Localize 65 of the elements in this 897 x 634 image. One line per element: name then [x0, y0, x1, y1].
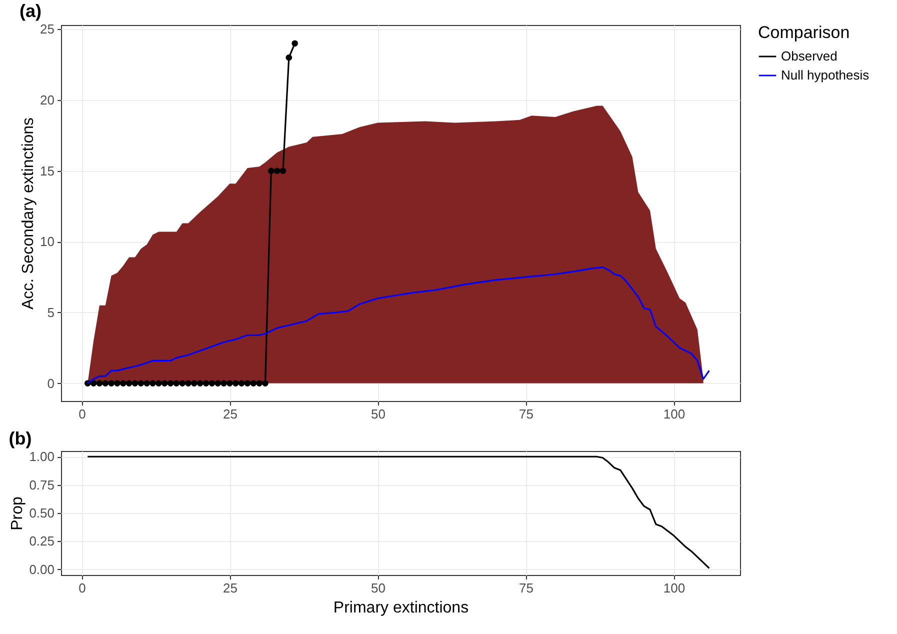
point — [90, 380, 97, 386]
point — [196, 380, 204, 386]
legend-title: Comparison — [758, 23, 850, 42]
x-tick-label: 0 — [78, 580, 86, 596]
point — [185, 380, 192, 386]
point — [256, 380, 262, 386]
legend-label: Observed — [781, 48, 838, 64]
point — [238, 380, 245, 386]
point — [268, 168, 274, 174]
y-tick-label: 0.25 — [29, 534, 54, 549]
point — [250, 380, 257, 386]
point — [286, 54, 292, 61]
point — [173, 380, 180, 386]
y-axis-title: Prop — [9, 496, 26, 530]
point — [132, 380, 138, 386]
point — [120, 380, 126, 386]
point — [214, 380, 222, 386]
point — [167, 380, 174, 386]
y-tick-label: 1.00 — [29, 449, 54, 464]
x-tick-label: 100 — [663, 580, 686, 596]
legend-label: Null hypothesis — [781, 68, 870, 82]
point — [292, 40, 298, 47]
point — [202, 380, 210, 386]
point — [232, 380, 239, 386]
line-series — [86, 456, 710, 570]
y-tick-label: 15 — [40, 163, 54, 178]
point — [102, 380, 109, 386]
x-tick-label: 25 — [222, 406, 238, 422]
chart-title: (a) — [20, 1, 42, 22]
x-axis-title: Primary extinctions — [333, 600, 469, 616]
point — [208, 380, 216, 386]
point — [191, 380, 198, 386]
x-tick-label: 50 — [370, 406, 386, 422]
point — [244, 380, 251, 386]
y-tick-label: 5 — [47, 304, 54, 320]
x-tick-label: 0 — [78, 406, 86, 422]
y-tick-label: 25 — [40, 22, 54, 37]
point — [226, 380, 233, 386]
point — [96, 380, 103, 386]
point — [179, 380, 186, 386]
point — [262, 380, 268, 386]
point — [156, 380, 162, 386]
y-tick-label: 0 — [47, 376, 54, 391]
x-tick-label: 75 — [518, 580, 534, 596]
point — [138, 380, 144, 386]
point — [114, 380, 120, 386]
y-tick-label: 0.50 — [29, 506, 54, 520]
point — [280, 168, 286, 174]
point — [108, 380, 114, 386]
point — [220, 380, 227, 386]
x-tick-label: 25 — [222, 580, 238, 596]
point — [150, 380, 156, 386]
point — [126, 380, 132, 386]
x-tick-label: 75 — [518, 406, 534, 422]
x-tick-label: 50 — [370, 580, 386, 596]
x-tick-label: 100 — [663, 406, 686, 422]
point — [161, 380, 168, 386]
y-tick-label: 20 — [40, 92, 54, 108]
point — [274, 168, 280, 174]
chart-title: (b) — [8, 428, 32, 449]
y-tick-label: 0.75 — [29, 477, 54, 492]
y-tick-label: 10 — [40, 234, 54, 250]
y-tick-label: 0.00 — [29, 562, 54, 577]
point — [144, 380, 150, 386]
y-axis-title: Acc. Secondary extinctions — [20, 117, 38, 310]
